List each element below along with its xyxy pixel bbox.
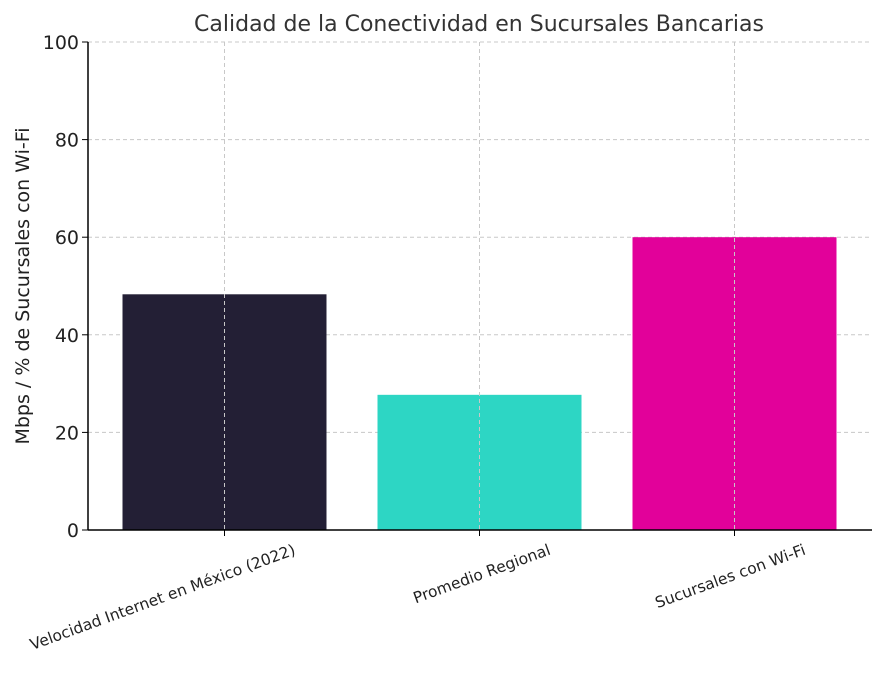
y-tick-label: 20	[55, 422, 79, 444]
y-tick-label: 0	[67, 520, 79, 542]
x-tick-label: Promedio Regional	[411, 541, 553, 607]
x-ticks: Velocidad Internet en México (2022) Prome…	[28, 530, 808, 654]
chart-title: Calidad de la Conectividad en Sucursales…	[194, 12, 764, 37]
y-ticks: 0 20 40 60 80 100	[43, 32, 88, 542]
y-tick-label: 100	[43, 32, 79, 54]
x-tick-label: Sucursales con Wi-Fi	[653, 541, 808, 612]
y-tick-label: 60	[55, 227, 79, 249]
x-tick-label: Velocidad Internet en México (2022)	[28, 541, 298, 654]
y-axis-label: Mbps / % de Sucursales con Wi-Fi	[12, 127, 34, 444]
y-tick-label: 80	[55, 130, 79, 152]
vertical-grid-lines	[224, 42, 735, 530]
y-tick-label: 40	[55, 325, 79, 347]
bar	[632, 237, 837, 530]
